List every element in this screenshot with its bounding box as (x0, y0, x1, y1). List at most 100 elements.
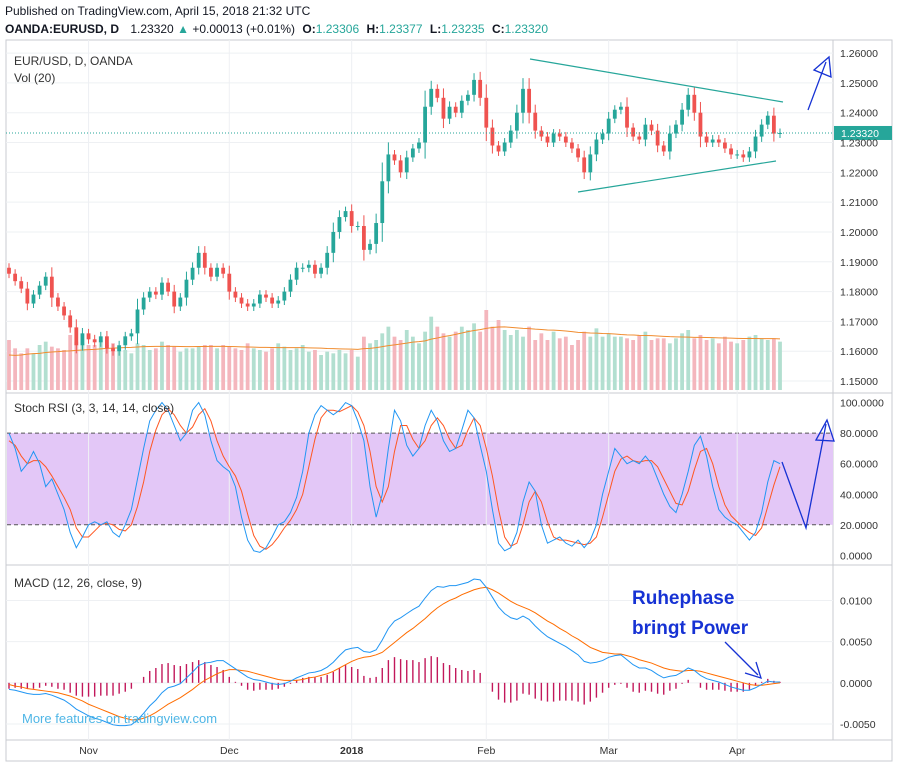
last-price-badge-text: 1.23320 (841, 128, 879, 140)
volume-bar (355, 356, 360, 390)
candle-body (98, 336, 103, 343)
volume-bar (86, 345, 91, 390)
candle-body (300, 267, 305, 269)
volume-bar (123, 350, 128, 390)
candle-body (257, 294, 262, 304)
stoch-tick-label: 20.0000 (840, 520, 878, 532)
macd-axis-labels: -0.0050 0.0000 0.0050 0.0100 (840, 595, 876, 731)
candle-body (331, 231, 336, 253)
candle-body (129, 333, 134, 337)
stoch-pane-title: Stoch RSI (3, 3, 14, 14, close) (14, 401, 174, 415)
candle-body (37, 285, 42, 295)
candle-body (62, 306, 66, 316)
candle-body (209, 267, 213, 277)
price-tick-label: 1.21000 (840, 197, 878, 209)
volume-bar (508, 335, 513, 390)
candle-body (202, 252, 207, 268)
volume-bar (447, 336, 452, 390)
volume-bar (533, 340, 538, 390)
stoch-k-line (8, 401, 781, 553)
price-tick-label: 1.24000 (840, 108, 878, 120)
macd-histogram (8, 656, 781, 705)
candle-body (423, 106, 427, 143)
candle-body (270, 297, 275, 304)
candle-body (417, 142, 421, 149)
volume-bar (331, 353, 336, 390)
volume-bar (386, 326, 391, 390)
candle-body (233, 291, 238, 298)
candle-body (123, 336, 128, 346)
volume-bar (649, 340, 654, 390)
time-tick-label: Nov (79, 745, 98, 757)
candle-body (410, 148, 415, 158)
volume-bar (227, 346, 232, 390)
macd-pane-title: MACD (12, 26, close, 9) (14, 576, 142, 590)
candle-body (190, 267, 195, 280)
candle-body (619, 106, 623, 110)
candle-body (557, 133, 562, 137)
volume-bar (472, 323, 476, 390)
volume-bar (221, 345, 226, 390)
volume-bar (466, 330, 470, 390)
volume-bar (129, 353, 134, 390)
volume-bar (692, 338, 697, 390)
candle-body (490, 127, 495, 146)
candle-body (582, 157, 587, 173)
volume-bar (92, 345, 97, 390)
candle-body (453, 106, 458, 113)
published-caption: Published on TradingView.com, April 15, … (5, 4, 311, 18)
volume-bar (502, 330, 507, 390)
candle-body (92, 339, 97, 343)
candle-body (539, 130, 544, 137)
candle-body (704, 136, 709, 143)
candle-body (227, 273, 232, 292)
volume-bar (31, 353, 36, 390)
volume-bar (184, 348, 189, 390)
tradingview-watermark[interactable]: More features on tradingview.com (22, 711, 217, 726)
volume-bar (374, 340, 379, 390)
volume-bar (631, 340, 636, 390)
candle-body (178, 297, 183, 307)
volume-bar (771, 338, 776, 390)
candle-body (521, 88, 525, 113)
candle-body (612, 109, 617, 119)
volume-bar (239, 350, 244, 390)
chart-frame (5, 39, 893, 762)
volume-bar (661, 338, 666, 390)
candle-body (759, 124, 764, 137)
volume-bar (349, 350, 354, 390)
stoch-tick-label: 40.0000 (840, 489, 878, 501)
candle-body (551, 133, 556, 143)
price-breakout-arrow (807, 61, 827, 111)
symbol-quote-bar: OANDA:EURUSD, D 1.23320 ▲ +0.00013 (+0.0… (5, 22, 548, 36)
candle-body (710, 139, 715, 143)
candle-body (215, 267, 219, 277)
price-tick-label: 1.25000 (840, 78, 878, 90)
candle-body (166, 282, 170, 292)
candle-body (429, 88, 434, 107)
volume-bar (453, 331, 458, 390)
price-pane-title: EUR/USD, D, OANDA (14, 54, 133, 68)
candle-body (239, 297, 244, 304)
volume-bar (778, 341, 782, 390)
candle-body (735, 154, 740, 156)
price-tick-label: 1.15000 (840, 376, 878, 388)
volume-bar (294, 348, 299, 390)
time-tick-label: Apr (729, 745, 746, 757)
candle-body (527, 88, 532, 113)
volume-bar (753, 335, 758, 390)
candle-body (435, 88, 440, 98)
volume-bar (368, 343, 372, 390)
candle-body (25, 288, 30, 304)
candle-body (716, 139, 721, 143)
volume-bar (337, 350, 342, 390)
volume-bar (196, 346, 201, 390)
volume-bar (588, 336, 593, 390)
candle-body (753, 136, 758, 152)
candle-body (172, 291, 177, 307)
low-value: 1.23235 (441, 22, 485, 36)
candle-body (447, 106, 452, 119)
time-tick-label: Mar (600, 745, 619, 757)
candle-body (337, 217, 342, 232)
